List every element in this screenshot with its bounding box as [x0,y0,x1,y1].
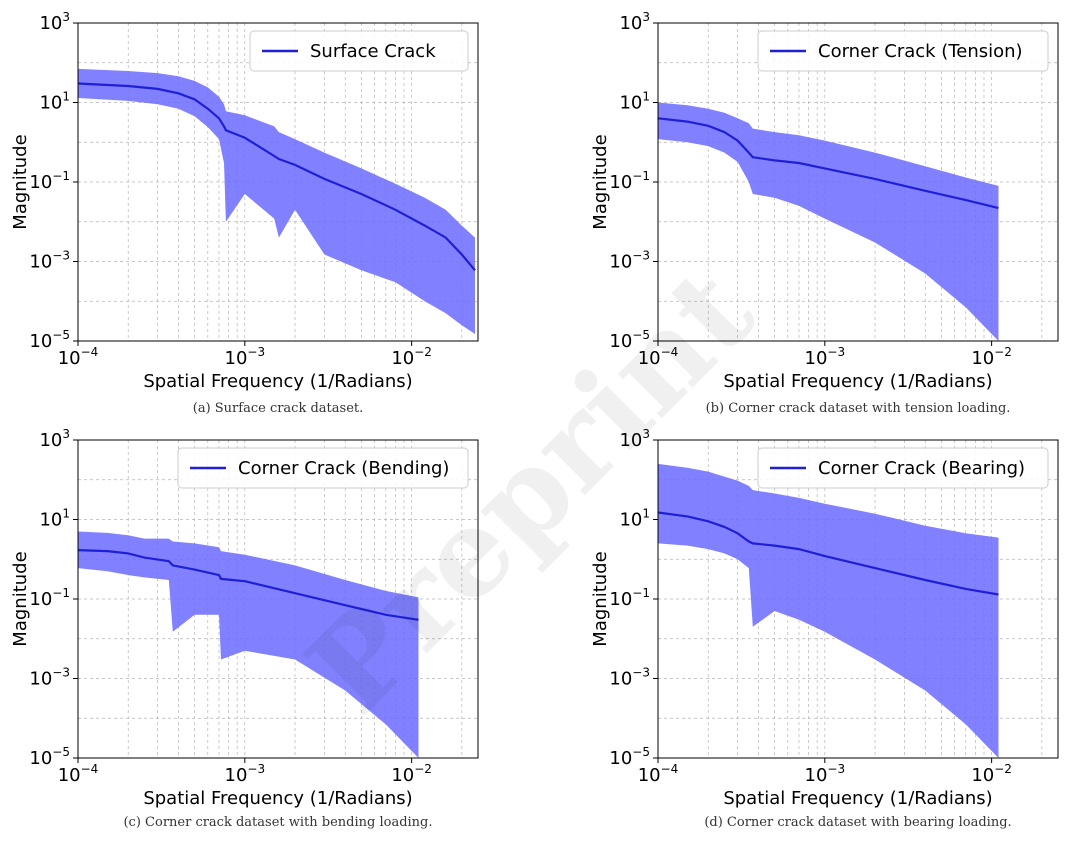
mean-line [657,511,999,596]
confidence-band [658,102,999,341]
x-axis-label: Spatial Frequency (1/Radians) [143,788,412,809]
x-tick-label: 10−2 [971,345,1012,369]
y-tick-label: 10−5 [609,328,650,352]
y-tick-label: 10−5 [609,745,650,769]
mean-line [657,117,999,210]
y-tick-label: 101 [39,507,70,531]
y-axis-label: Magnitude [590,134,611,229]
y-tick-label: 10−3 [609,666,650,690]
mean-line [77,82,476,272]
y-tick-label: 10−3 [29,249,70,273]
y-tick-label: 101 [39,90,70,114]
y-tick-label: 103 [39,427,70,451]
x-tick-label: 10−3 [805,762,846,786]
chart-panel-c: 10−4 10−3 10−2 10−5 10−3 10−1 101 103 Spatial Fr… [10,427,479,830]
x-tick-label: 10−2 [391,762,432,786]
figure-caption: (b) Corner crack dataset with tension lo… [706,401,1011,416]
x-tick-label: 10−4 [638,762,679,786]
legend-box [757,30,1049,72]
y-axis-label: Magnitude [10,551,31,646]
x-tick-label: 10−3 [225,762,266,786]
x-tick-label: 10−2 [391,345,432,369]
figure-caption: (a) Surface crack dataset. [193,401,364,416]
y-tick-label: 10−1 [609,169,650,193]
figure-caption: (d) Corner crack dataset with bearing lo… [704,815,1011,830]
x-tick-label: 10−4 [638,345,679,369]
legend: Surface Crack [249,30,469,72]
x-tick-label: 10−3 [225,345,266,369]
legend-label: Corner Crack (Tension) [818,41,1023,62]
y-tick-label: 103 [619,10,650,34]
y-tick-label: 10−5 [29,745,70,769]
legend-label: Corner Crack (Bearing) [818,458,1025,479]
y-axis-label: Magnitude [10,134,31,229]
y-tick-label: 103 [39,10,70,34]
x-tick-label: 10−4 [58,762,99,786]
x-tick-label: 10−4 [58,345,99,369]
y-tick-label: 10−1 [29,586,70,610]
y-tick-label: 101 [619,90,650,114]
y-tick-label: 10−3 [29,666,70,690]
figure-caption: (c) Corner crack dataset with bending lo… [123,815,432,830]
confidence-band [78,531,419,758]
x-axis-label: Spatial Frequency (1/Radians) [143,371,412,392]
y-tick-label: 10−5 [29,328,70,352]
legend-label: Corner Crack (Bending) [238,458,449,479]
confidence-band [78,68,475,335]
y-tick-label: 10−1 [609,586,650,610]
legend: Corner Crack (Bearing) [757,447,1049,489]
legend-box [757,447,1049,489]
confidence-band [658,463,999,758]
chart-panel-d: 10−4 10−3 10−2 10−5 10−3 10−1 101 103 Spatial Fr… [590,427,1059,830]
y-tick-label: 103 [619,427,650,451]
y-tick-label: 10−1 [29,169,70,193]
y-tick-label: 10−3 [609,249,650,273]
legend-box [177,447,469,489]
legend-label: Surface Crack [310,41,436,62]
panels: 10−4 10−3 10−2 10−5 10−3 10−1 101 103 Spatial Fr… [10,10,1059,830]
x-axis-label: Spatial Frequency (1/Radians) [723,788,992,809]
legend: Corner Crack (Bending) [177,447,469,489]
mean-line [77,549,419,621]
chart-panel-b: 10−4 10−3 10−2 10−5 10−3 10−1 101 103 Spatial Fr… [590,10,1059,416]
legend-box [249,30,469,72]
x-axis-label: Spatial Frequency (1/Radians) [723,371,992,392]
x-tick-label: 10−3 [805,345,846,369]
y-axis-label: Magnitude [590,551,611,646]
legend: Corner Crack (Tension) [757,30,1049,72]
chart-panel-a: 10−4 10−3 10−2 10−5 10−3 10−1 101 103 Spatial Fr… [10,10,479,416]
y-tick-label: 101 [619,507,650,531]
x-tick-label: 10−2 [971,762,1012,786]
